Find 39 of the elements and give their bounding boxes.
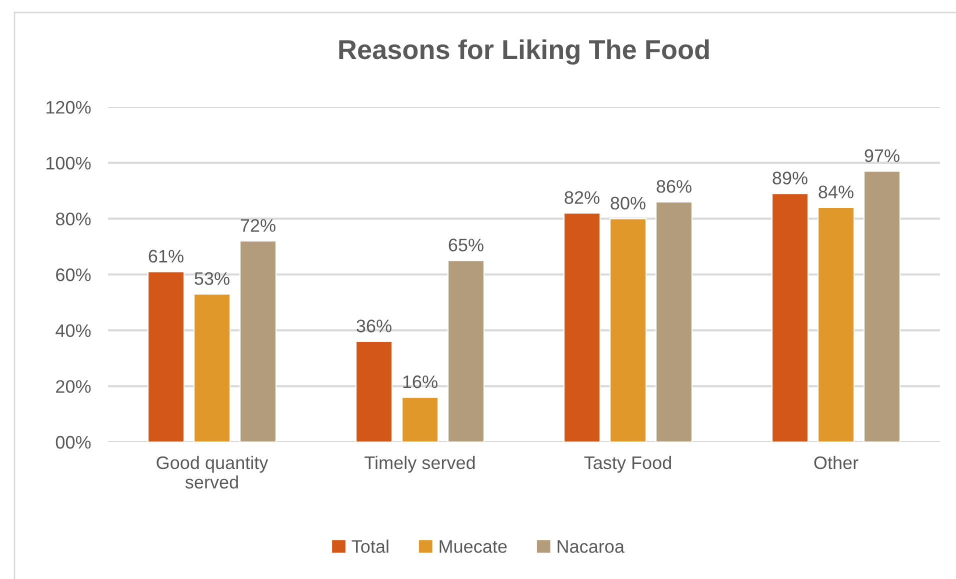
data-label: 36%	[356, 320, 392, 332]
y-tick-label: 120%	[46, 100, 91, 114]
legend-label: Muecate	[440, 540, 507, 553]
y-tick-label: 00%	[56, 436, 91, 449]
data-label: 84%	[818, 186, 854, 198]
chart-title: Reasons for Liking The Food	[339, 39, 709, 65]
bar	[817, 206, 855, 442]
bar	[771, 192, 809, 442]
data-label: 72%	[240, 219, 276, 232]
bar	[863, 170, 901, 442]
bar	[193, 293, 231, 442]
bar	[563, 212, 601, 442]
data-label: 89%	[772, 172, 808, 184]
bar	[447, 260, 485, 442]
bar	[609, 218, 647, 442]
legend-label: Total	[352, 540, 388, 553]
data-label: 97%	[864, 149, 900, 162]
data-label: 61%	[148, 250, 184, 263]
y-tick-label: 60%	[56, 268, 91, 282]
x-tick-label: Other	[814, 456, 858, 470]
bar	[147, 271, 185, 442]
data-label: 86%	[656, 180, 692, 193]
x-tick-label: Good quantity served	[156, 456, 268, 489]
y-tick-label: 80%	[56, 212, 91, 226]
y-tick-label: 40%	[56, 324, 91, 338]
bar	[401, 396, 439, 442]
data-label: 16%	[403, 375, 438, 388]
x-tick-label: Timely served	[364, 456, 475, 473]
data-label: 82%	[564, 191, 600, 204]
data-label: 65%	[448, 238, 484, 252]
bar	[655, 201, 693, 442]
y-tick-label: 20%	[56, 380, 91, 393]
bar	[355, 340, 393, 442]
bar	[239, 240, 277, 442]
legend-label: Nacaroa	[558, 540, 624, 553]
y-tick-label: 100%	[46, 156, 91, 170]
data-label: 80%	[610, 196, 646, 210]
data-label: 53%	[194, 272, 230, 285]
x-tick-label: Tasty Food	[584, 456, 671, 473]
